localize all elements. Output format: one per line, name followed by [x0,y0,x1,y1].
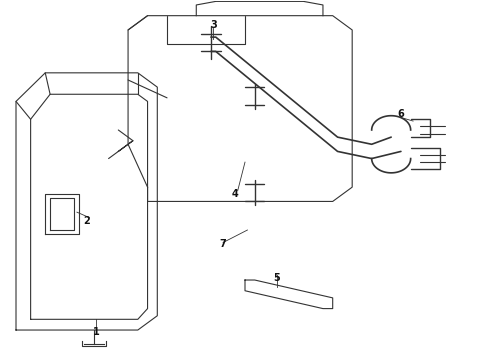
Text: 5: 5 [273,273,280,283]
Text: 1: 1 [93,327,100,337]
Text: 6: 6 [397,109,404,119]
Text: 2: 2 [83,216,90,226]
Polygon shape [245,280,333,309]
Text: 7: 7 [220,239,226,249]
Text: 3: 3 [210,19,217,30]
Text: 4: 4 [232,189,239,199]
